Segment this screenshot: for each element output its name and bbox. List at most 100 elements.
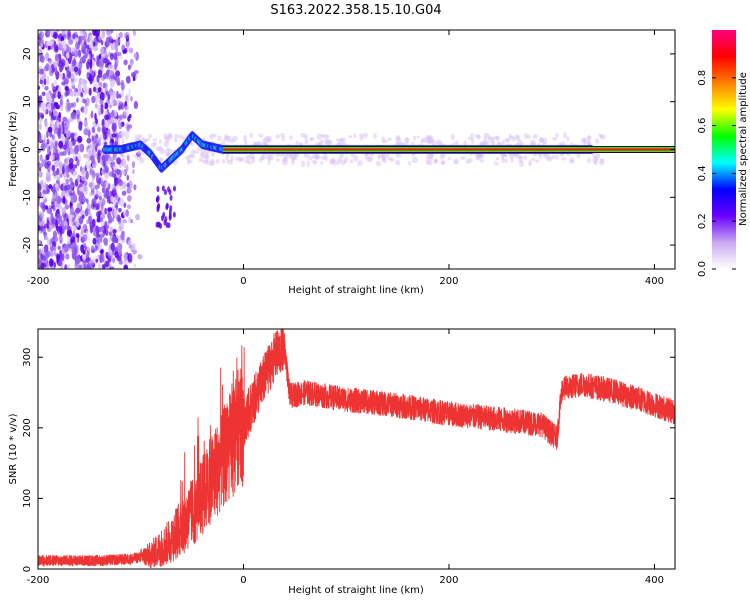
noise-speck — [94, 112, 97, 121]
carrier-halo — [249, 132, 254, 139]
noise-speck — [133, 184, 137, 191]
noise-speck — [107, 160, 111, 165]
noise-speck — [38, 156, 41, 164]
noise-speck — [115, 46, 118, 55]
carrier-halo — [555, 154, 559, 160]
noise-speck — [107, 248, 113, 256]
x-tick-label: 0 — [240, 276, 246, 287]
noise-speck — [45, 154, 50, 161]
noise-speck — [59, 151, 64, 157]
noise-speck — [130, 95, 133, 102]
noise-speck — [100, 46, 105, 55]
carrier-halo — [364, 153, 369, 160]
noise-speck — [58, 235, 64, 241]
carrier-halo — [600, 157, 605, 164]
noise-speck — [87, 147, 93, 157]
carrier-halo — [450, 133, 455, 141]
carrier-halo — [395, 153, 402, 158]
noise-speck — [101, 31, 106, 39]
y-tick-label: 300 — [22, 348, 33, 367]
noise-speck — [91, 248, 96, 253]
carrier-halo — [407, 160, 412, 166]
noise-speck — [92, 257, 95, 265]
noise-speck — [54, 236, 59, 242]
y-tick-label: 0 — [22, 566, 33, 572]
noise-speck — [59, 225, 63, 235]
noise-speck — [108, 195, 111, 205]
signal-spur — [168, 214, 172, 221]
noise-speck — [65, 178, 70, 185]
carrier-halo — [300, 132, 305, 138]
noise-speck — [40, 180, 44, 187]
noise-speck — [48, 258, 54, 267]
snr-series-line — [38, 329, 675, 568]
noise-speck — [48, 184, 53, 190]
noise-speck — [41, 246, 45, 255]
carrier-halo — [250, 156, 256, 164]
carrier-halo — [158, 139, 162, 145]
spectrogram-x-label: Height of straight line (km) — [288, 285, 424, 296]
noise-speck — [94, 94, 100, 104]
noise-speck — [58, 161, 62, 169]
noise-speck — [112, 91, 117, 99]
carrier-halo — [194, 150, 200, 154]
noise-speck — [46, 238, 50, 247]
noise-speck — [118, 207, 122, 213]
noise-speck — [100, 40, 104, 46]
noise-speck — [97, 191, 102, 197]
noise-speck — [111, 235, 117, 244]
noise-speck — [97, 86, 102, 93]
colorbar-tick-label: 0.0 — [697, 261, 708, 277]
noise-speck — [97, 126, 101, 133]
carrier-halo — [411, 156, 418, 163]
x-tick-label: -200 — [27, 276, 50, 287]
noise-speck — [127, 64, 131, 71]
spectrogram-y-ticks: 20 10 0 -10 -20 — [22, 48, 675, 253]
noise-speck — [63, 172, 67, 181]
noise-speck — [83, 263, 87, 269]
noise-speck — [95, 203, 100, 210]
noise-speck — [65, 52, 70, 59]
carrier-halo — [551, 136, 558, 141]
noise-speck — [69, 90, 75, 97]
noise-speck — [83, 153, 89, 159]
noise-speck — [70, 221, 74, 230]
noise-speck — [107, 93, 111, 101]
noise-speck — [109, 53, 114, 61]
noise-speck — [133, 70, 139, 75]
noise-speck — [46, 30, 51, 37]
noise-speck — [101, 118, 105, 128]
y-tick-label: 10 — [22, 95, 33, 108]
noise-speck — [133, 263, 137, 268]
carrier-halo — [576, 153, 581, 158]
noise-speck — [112, 75, 118, 80]
noise-speck — [74, 66, 79, 73]
signal-spur — [168, 208, 172, 215]
noise-speck — [128, 47, 134, 54]
noise-speck — [123, 252, 128, 262]
noise-speck — [82, 84, 88, 93]
noise-speck — [64, 263, 68, 269]
noise-speck — [88, 182, 93, 188]
noise-speck — [101, 198, 106, 207]
carrier-halo — [304, 139, 309, 145]
carrier-halo — [202, 151, 209, 159]
noise-speck — [123, 59, 128, 66]
carrier-halo — [504, 158, 508, 164]
noise-speck — [46, 148, 51, 155]
noise-speck — [80, 169, 85, 176]
noise-speck — [94, 184, 99, 190]
noise-speck — [100, 176, 104, 185]
carrier-halo — [137, 150, 142, 155]
noise-speck — [67, 70, 72, 79]
noise-speck — [61, 47, 65, 57]
carrier-halo — [510, 135, 515, 139]
noise-speck — [113, 208, 118, 218]
noise-speck — [102, 73, 107, 80]
noise-speck — [38, 118, 43, 124]
carrier-halo — [411, 141, 415, 146]
noise-speck — [52, 31, 58, 40]
carrier-halo — [470, 137, 475, 144]
noise-speck — [89, 191, 93, 197]
noise-speck — [70, 111, 76, 120]
